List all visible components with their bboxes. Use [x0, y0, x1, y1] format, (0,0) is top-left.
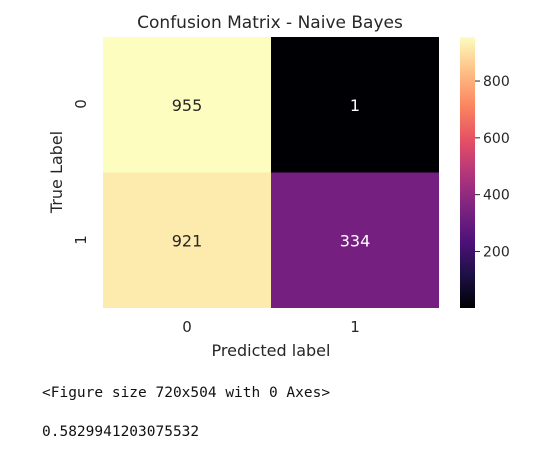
heatmap-cells [103, 37, 439, 308]
x-tick-label-0: 0 [182, 318, 192, 336]
confusion-matrix-figure: Confusion Matrix - Naive Bayes 955 1 921 33… [47, 13, 510, 360]
colorbar-ticks: 200 400 600 800 [475, 74, 510, 260]
heatmap-cell-1-0 [103, 172, 271, 308]
colorbar [460, 37, 475, 308]
cell-value-1-1: 334 [340, 231, 371, 250]
figure-size-output: <Figure size 720x504 with 0 Axes> [42, 385, 331, 401]
accuracy-score-output: 0.5829941203075532 [42, 424, 200, 440]
colorbar-tick-label-0: 200 [483, 244, 510, 260]
cell-annotations: 955 1 921 334 [172, 96, 371, 251]
x-axis-label: Predicted label [212, 341, 331, 360]
chart-title: Confusion Matrix - Naive Bayes [137, 13, 403, 33]
colorbar-tick-label-2: 600 [483, 131, 510, 147]
cell-value-0-1: 1 [350, 96, 360, 115]
heatmap-cell-1-1 [271, 172, 439, 308]
cell-value-0-0: 955 [172, 96, 203, 115]
y-tick-label-0: 0 [72, 99, 90, 109]
y-axis-label: True Label [47, 131, 66, 214]
x-tick-label-1: 1 [350, 318, 360, 336]
colorbar-tick-label-1: 400 [483, 188, 510, 204]
heatmap-cell-0-1 [271, 37, 439, 173]
cell-value-1-0: 921 [172, 231, 203, 250]
heatmap-cell-0-0 [103, 37, 271, 173]
colorbar-tick-label-3: 800 [483, 74, 510, 90]
y-tick-label-1: 1 [72, 235, 90, 245]
